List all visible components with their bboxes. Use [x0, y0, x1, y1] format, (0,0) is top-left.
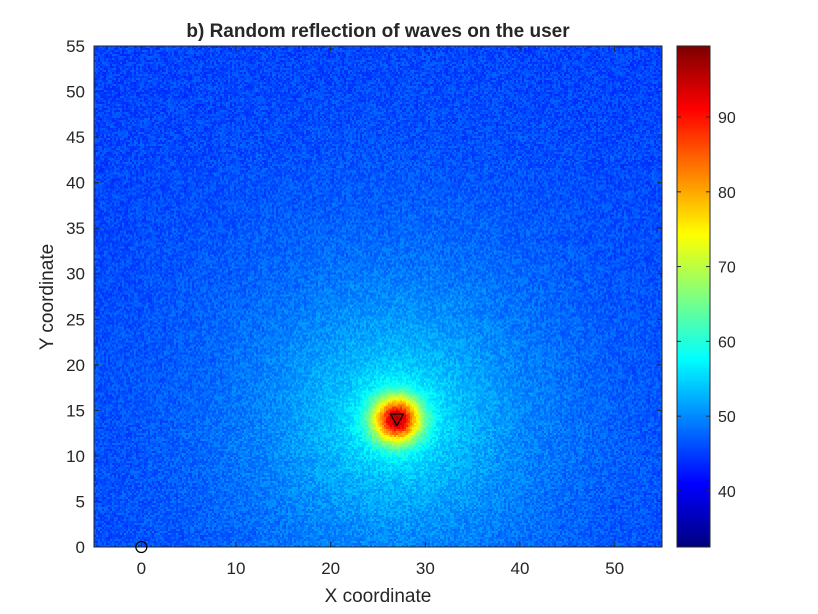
y-tick-label: 5 — [76, 492, 85, 511]
x-tick-label: 50 — [605, 559, 624, 578]
heatmap-image — [94, 46, 662, 547]
y-tick-label: 35 — [66, 219, 85, 238]
y-tick-label: 30 — [66, 265, 85, 284]
y-axis: 0 5 10 15 20 25 30 35 40 45 50 55 — [66, 37, 662, 557]
chart-title: b) Random reflection of waves on the use… — [186, 21, 570, 42]
x-tick-label: 40 — [511, 559, 530, 578]
source-circle-marker — [135, 540, 148, 554]
x-axis-label: X coordinate — [325, 586, 432, 607]
colorbar-tick-label: 50 — [718, 409, 736, 426]
y-tick-label: 20 — [66, 356, 85, 375]
plot-area — [93, 45, 663, 554]
markers-layer — [135, 413, 405, 554]
y-tick-label: 15 — [66, 401, 85, 420]
colorbar-tick-label: 90 — [718, 110, 736, 127]
colorbar-tick-label: 60 — [718, 334, 736, 351]
x-tick-label: 0 — [137, 559, 146, 578]
y-tick-label: 50 — [66, 83, 85, 102]
colorbar-gradient-holder — [677, 46, 710, 547]
user-triangle-marker — [389, 413, 405, 427]
x-tick-label: 10 — [227, 559, 246, 578]
x-axis: 0 10 20 30 40 50 — [137, 46, 624, 578]
heatmap-image-holder — [94, 46, 662, 547]
x-tick-label: 20 — [321, 559, 340, 578]
y-tick-label: 0 — [76, 538, 85, 557]
y-axis-label: Y coordinate — [37, 244, 58, 350]
colorbar-tick-label: 70 — [718, 260, 736, 277]
colorbar: 40 50 60 70 80 90 — [676, 45, 736, 548]
y-tick-label: 55 — [66, 37, 85, 56]
y-tick-label: 25 — [66, 310, 85, 329]
colorbar-tick-label: 80 — [718, 185, 736, 202]
colorbar-tick-label: 40 — [718, 484, 736, 501]
x-tick-label: 30 — [416, 559, 435, 578]
colorbar-gradient — [677, 46, 710, 547]
y-tick-label: 45 — [66, 128, 85, 147]
y-tick-label: 10 — [66, 447, 85, 466]
colorbar-ticks: 40 50 60 70 80 90 — [677, 110, 736, 501]
plot-frame — [93, 45, 663, 548]
y-tick-label: 40 — [66, 174, 85, 193]
colorbar-frame — [676, 45, 711, 548]
